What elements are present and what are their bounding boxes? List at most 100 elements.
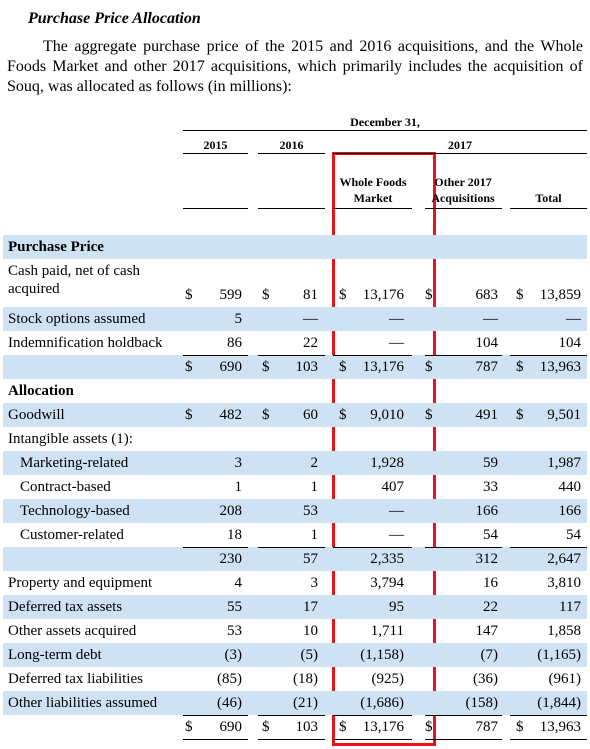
rule <box>510 715 587 716</box>
rule <box>333 715 412 716</box>
currency-sign: $ <box>516 287 524 303</box>
cell-value: 13,963 <box>539 359 581 375</box>
cell-value: (1,686) <box>360 695 404 711</box>
rule <box>510 355 587 356</box>
cell-value: 3 <box>234 455 243 471</box>
rule <box>183 153 248 154</box>
cell-value: 13,963 <box>539 719 581 735</box>
rule <box>258 547 325 548</box>
cell-value: 3,794 <box>370 575 404 591</box>
cell-value: 53 <box>303 503 318 519</box>
rule <box>333 153 587 154</box>
cell-value: 4 <box>234 575 243 591</box>
row-label: Goodwill <box>8 407 65 423</box>
rule <box>183 715 248 716</box>
currency-sign: $ <box>185 359 193 375</box>
rule <box>333 739 412 740</box>
cell-value: 54 <box>483 527 498 543</box>
cell-value: (1,844) <box>537 695 581 711</box>
cell-value: 103 <box>295 359 319 375</box>
rule <box>510 208 587 209</box>
cell-value: — <box>389 527 404 543</box>
cell-value: 1 <box>310 479 319 495</box>
cell-value: 482 <box>219 407 243 423</box>
cell-value: 117 <box>559 599 581 615</box>
cell-value: 10 <box>303 623 318 639</box>
rule <box>333 355 412 356</box>
column-header: Other 2017 Acquisitions <box>431 175 495 205</box>
row-shade <box>3 595 587 619</box>
currency-sign: $ <box>185 719 193 735</box>
cell-value: (1,158) <box>360 647 404 663</box>
cell-value: 2 <box>310 455 319 471</box>
row-label: Technology-based <box>20 503 130 519</box>
currency-sign: $ <box>262 407 270 423</box>
cell-value: 13,176 <box>362 287 404 303</box>
row-label: Marketing-related <box>20 455 129 471</box>
cell-value: 491 <box>475 407 499 423</box>
row-label: Other assets acquired <box>8 623 137 639</box>
cell-value: 787 <box>475 719 499 735</box>
cell-value: 166 <box>475 503 499 519</box>
cell-value: — <box>483 311 498 327</box>
cell-value: 57 <box>303 551 318 567</box>
cell-value: 690 <box>219 359 243 375</box>
cell-value: — <box>389 335 404 351</box>
row-label: Cash paid, net of cash acquired <box>8 263 141 297</box>
cell-value: (925) <box>371 671 405 687</box>
cell-value: 208 <box>219 503 243 519</box>
row-label: Stock options assumed <box>8 311 146 327</box>
column-header: Total <box>535 191 562 205</box>
section-label: Purchase Price <box>8 239 104 255</box>
rule <box>425 208 502 209</box>
currency-sign: $ <box>262 359 270 375</box>
row-shade <box>3 403 587 427</box>
cell-value: 599 <box>219 287 243 303</box>
cell-value: 312 <box>475 551 499 567</box>
cell-value: 683 <box>475 287 499 303</box>
year-group-header: 2017 <box>448 138 472 152</box>
cell-value: 440 <box>558 479 582 495</box>
cell-value: 1,711 <box>370 623 404 639</box>
cell-value: 1,928 <box>370 455 404 471</box>
cell-value: — <box>389 503 404 519</box>
cell-value: (5) <box>300 647 319 663</box>
cell-value: (36) <box>473 671 498 687</box>
cell-value: 1,987 <box>547 455 581 471</box>
rule <box>258 208 325 209</box>
rule <box>183 739 248 740</box>
currency-sign: $ <box>425 359 433 375</box>
cell-value: 787 <box>475 359 499 375</box>
cell-value: 55 <box>227 599 242 615</box>
cell-value: 18 <box>227 527 242 543</box>
section-label: Allocation <box>8 383 74 399</box>
cell-value: 33 <box>483 479 498 495</box>
cell-value: (961) <box>548 671 582 687</box>
rule <box>183 547 248 548</box>
cell-value: 1,858 <box>547 623 581 639</box>
rule <box>183 130 587 131</box>
rule <box>333 208 412 209</box>
cell-value: (46) <box>217 695 242 711</box>
currency-sign: $ <box>516 719 524 735</box>
row-shade <box>3 307 587 331</box>
cell-value: 22 <box>303 335 318 351</box>
cell-value: — <box>566 311 581 327</box>
cell-value: (3) <box>224 647 243 663</box>
cell-value: 230 <box>219 551 243 567</box>
column-header: 2016 <box>279 138 304 152</box>
cell-value: 104 <box>475 335 499 351</box>
cell-value: 9,501 <box>547 407 581 423</box>
cell-value: 9,010 <box>370 407 404 423</box>
row-label: Indemnification holdback <box>8 335 163 351</box>
cell-value: 16 <box>483 575 498 591</box>
cell-value: 103 <box>295 719 319 735</box>
row-label: Deferred tax assets <box>8 599 123 615</box>
cell-value: 13,176 <box>362 719 404 735</box>
currency-sign: $ <box>425 719 433 735</box>
cell-value: 104 <box>558 335 582 351</box>
cell-value: 13,176 <box>362 359 404 375</box>
cell-value: 407 <box>381 479 405 495</box>
row-label: Customer-related <box>20 527 124 543</box>
